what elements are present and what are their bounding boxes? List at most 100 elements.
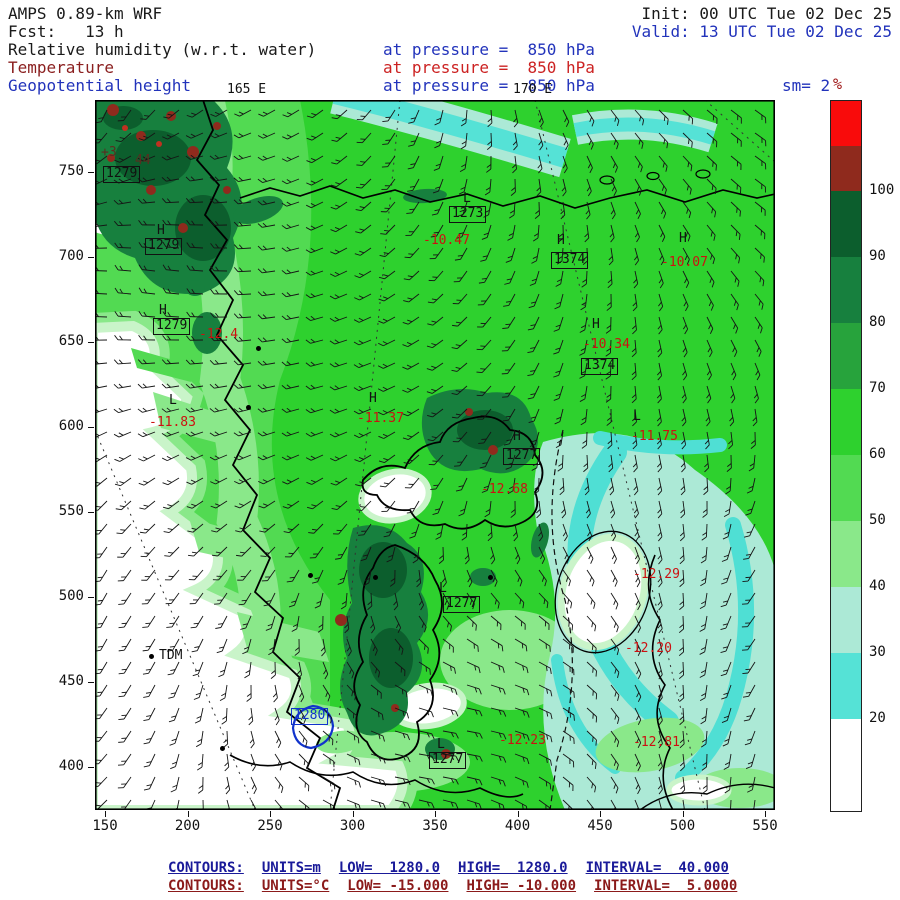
map-labels: 165 E 170 E +3 44 1279 H 1279 H 1279 -12.4 L -11.83… <box>95 82 775 810</box>
y-tick-mark <box>88 342 94 343</box>
height-label: 1277 <box>503 448 541 465</box>
height-label: 1277 <box>429 752 467 769</box>
colorbar-segment <box>831 719 861 811</box>
temperature-label: -12.4 <box>199 327 239 342</box>
height-contour-info: CONTOURS: UNITS=m LOW= 1280.0 HIGH= 1280.0 I… <box>168 860 747 876</box>
x-tick-label: 500 <box>669 818 696 834</box>
station-label: TDM <box>159 648 183 663</box>
rh-fill-field <box>95 100 775 810</box>
meridian-label: 165 E <box>227 82 267 97</box>
y-tick-label: 500 <box>58 588 84 604</box>
y-tick-label: 700 <box>58 248 84 264</box>
colorbar-tick-label: 80 <box>869 314 886 330</box>
height-contour-1280 <box>291 704 335 750</box>
height-label: 1273 <box>449 206 487 223</box>
y-tick-mark <box>88 682 94 683</box>
contour-info-segment: INTERVAL= 5.0000 <box>594 878 738 894</box>
x-tick-mark <box>105 811 106 817</box>
y-tick-mark <box>88 257 94 258</box>
y-tick-label: 400 <box>58 758 84 774</box>
temperature-label: -11.75 <box>631 429 678 444</box>
y-tick-label: 600 <box>58 418 84 434</box>
temperature-label: -12.23 <box>499 733 546 748</box>
temperature-label: 44 <box>135 153 151 168</box>
y-tick-mark <box>88 597 94 598</box>
extremum-marker: H <box>513 429 521 444</box>
map-canvas <box>95 100 775 810</box>
contour-info-segment: HIGH= -10.000 <box>466 878 577 894</box>
meridian-label: 170 E <box>513 82 553 97</box>
x-tick-label: 200 <box>174 818 201 834</box>
colorbar-segment <box>831 521 861 587</box>
colorbar-tick-label: 60 <box>869 446 886 462</box>
extremum-marker: L <box>169 393 177 408</box>
height-label: 1374 <box>581 358 619 375</box>
y-tick-mark <box>88 512 94 513</box>
temperature-label: -10.34 <box>583 337 630 352</box>
contour-info-segment: HIGH= 1280.0 <box>458 860 568 876</box>
x-tick-label: 150 <box>92 818 118 834</box>
station-dot <box>488 575 493 580</box>
temperature-label: -12.68 <box>481 482 528 497</box>
extremum-marker: L <box>439 581 447 596</box>
height-label: 1277 <box>443 596 481 613</box>
x-tick-label: 350 <box>422 818 448 834</box>
init-time: Init: 00 UTC Tue 02 Dec 25 <box>641 4 892 23</box>
x-tick-mark <box>352 811 354 817</box>
valid-time: Valid: 13 UTC Tue 02 Dec 25 <box>631 22 892 41</box>
extremum-marker: L <box>463 191 471 206</box>
y-tick-label: 450 <box>58 673 84 689</box>
colorbar-segment <box>831 587 861 653</box>
field-temp-level: at pressure = 850 hPa <box>383 58 595 77</box>
field-hgt-label: Geopotential height <box>8 76 192 95</box>
y-tick-label: 750 <box>58 163 84 179</box>
temperature-label: -10.47 <box>423 233 470 248</box>
station-dot <box>149 654 154 659</box>
station-dot <box>246 405 251 410</box>
field-hgt-level: at pressure = 850 hPa <box>383 76 595 95</box>
field-rh-label: Relative humidity (w.r.t. water) <box>8 40 317 59</box>
colorbar: % 100 90 80 70 60 50 40 30 20 <box>830 75 894 812</box>
colorbar-tick-label: 30 <box>869 644 886 660</box>
temperature-contour <box>549 429 573 810</box>
x-tick-mark <box>270 811 271 817</box>
colorbar-segment <box>831 653 861 719</box>
contour-info-segment: UNITS=°C <box>261 878 330 894</box>
height-contour-label: 1280 <box>291 708 329 725</box>
extremum-marker: H <box>592 317 600 332</box>
y-tick-mark <box>88 767 94 768</box>
y-tick-mark <box>88 172 94 173</box>
x-tick-mark <box>435 811 436 817</box>
colorbar-segment <box>831 191 861 257</box>
coastlines <box>195 100 775 810</box>
field-rh-level: at pressure = 850 hPa <box>383 40 595 59</box>
station-dot <box>373 575 378 580</box>
temperature-label: -11.37 <box>357 411 404 426</box>
x-tick-label: 400 <box>504 818 531 834</box>
contour-info-segment: LOW= 1280.0 <box>338 860 441 876</box>
y-tick-mark <box>88 427 94 428</box>
contour-info-segment: UNITS=m <box>261 860 321 876</box>
map-area: 165 E 170 E +3 44 1279 H 1279 H 1279 -12.4 L -11.83… <box>95 82 775 810</box>
colorbar-segment <box>831 146 861 191</box>
extremum-marker: H <box>557 233 565 248</box>
plot-frame <box>95 100 775 810</box>
y-tick-label: 650 <box>58 333 84 349</box>
model-name: AMPS 0.89-km WRF <box>8 4 163 23</box>
extremum-marker: H <box>157 223 165 238</box>
station-dot <box>220 746 225 751</box>
x-tick-label: 550 <box>752 818 778 834</box>
colorbar-segment <box>831 257 861 323</box>
meridian-lines <box>95 100 775 810</box>
colorbar-tick-label: 20 <box>869 710 886 726</box>
colorbar-segment <box>831 455 861 521</box>
temperature-label: -11.83 <box>149 415 196 430</box>
colorbar-segment <box>831 323 861 389</box>
extremum-marker: L <box>633 409 641 424</box>
temperature-label: -10.07 <box>661 255 708 270</box>
x-tick-label: 300 <box>339 818 366 834</box>
colorbar-segment <box>831 389 861 455</box>
colorbar-segments <box>831 101 861 811</box>
contour-info-segment: INTERVAL= 40.000 <box>585 860 729 876</box>
